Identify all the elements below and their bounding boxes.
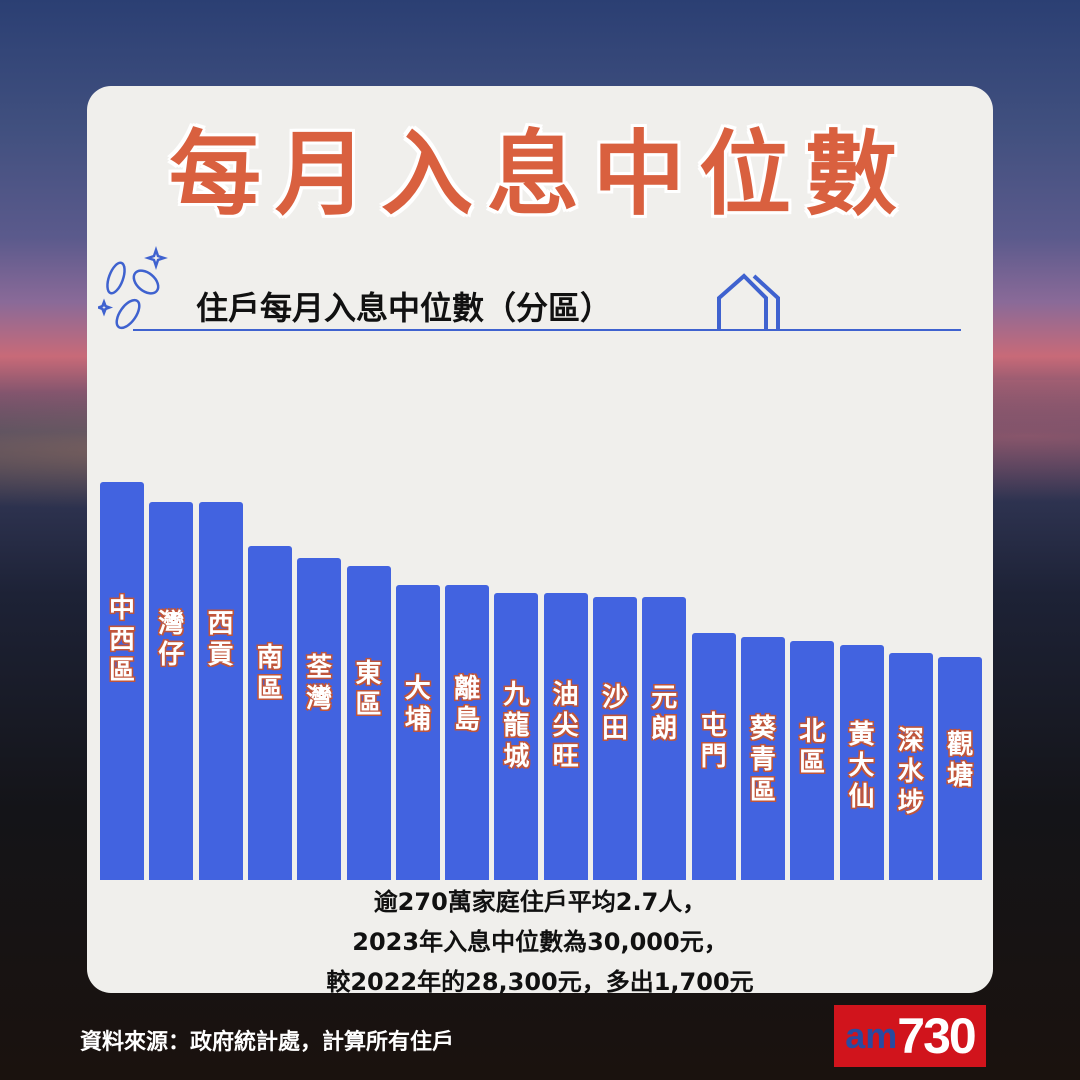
coins-icon [98, 246, 168, 330]
bar-label: 南區 [256, 643, 283, 705]
bar-label: 大埔 [404, 674, 431, 736]
bar-label: 油尖旺 [552, 680, 579, 773]
note-line-1: 逾270萬家庭住戶平均2.7人， [373, 888, 707, 916]
source-text: 資料來源：政府統計處，計算所有住戶 [80, 1030, 455, 1055]
note-line-3: 較2022年的28,300元，多出1,700元 [326, 968, 754, 996]
bar-西貢 [198, 501, 243, 880]
bar-南區 [247, 545, 292, 880]
bar-label: 元朗 [651, 683, 678, 745]
bar-深水埗 [888, 653, 933, 880]
bar-葵青區 [740, 637, 785, 880]
bar-label: 深水埗 [897, 726, 924, 819]
subtitle-underline [133, 329, 961, 331]
bar-label: 屯門 [700, 711, 727, 773]
bar-label: 東區 [355, 658, 382, 720]
bar-屯門 [691, 633, 736, 880]
note-line-2: 2023年入息中位數為30,000元， [352, 928, 728, 956]
logo-number: 730 [897, 1008, 976, 1064]
bar-label: 沙田 [601, 683, 628, 745]
bar-灣仔 [149, 501, 194, 880]
bar-油尖旺 [543, 593, 588, 880]
bar-觀塘 [938, 657, 983, 880]
house-icon [717, 273, 780, 330]
am730-logo: am 730 [834, 1005, 986, 1067]
bar-label: 觀塘 [947, 729, 974, 791]
bar-大埔 [395, 585, 440, 880]
bar-東區 [346, 565, 391, 880]
bar-中西區 [100, 482, 144, 880]
bar-荃灣 [297, 557, 342, 880]
bar-label: 荃灣 [306, 652, 333, 714]
bar-label: 灣仔 [158, 609, 185, 671]
logo-am: am [845, 1015, 898, 1056]
bar-label: 北區 [799, 717, 826, 779]
bar-離島 [445, 585, 490, 880]
page-title: 每月入息中位數 [168, 121, 911, 228]
bar-label: 九龍城 [503, 680, 530, 773]
bar-九龍城 [494, 593, 539, 880]
bar-label: 離島 [454, 674, 481, 736]
bar-沙田 [593, 597, 637, 880]
bar-黃大仙 [839, 645, 884, 880]
bar-label: 黃大仙 [848, 720, 875, 813]
bar-元朗 [642, 597, 687, 880]
bar-label: 西貢 [207, 609, 234, 671]
bar-北區 [790, 641, 835, 880]
bar-label: 中西區 [108, 594, 135, 686]
bar-label: 葵青區 [749, 714, 776, 807]
chart-subtitle: 住戶每月入息中位數（分區） [196, 289, 613, 327]
